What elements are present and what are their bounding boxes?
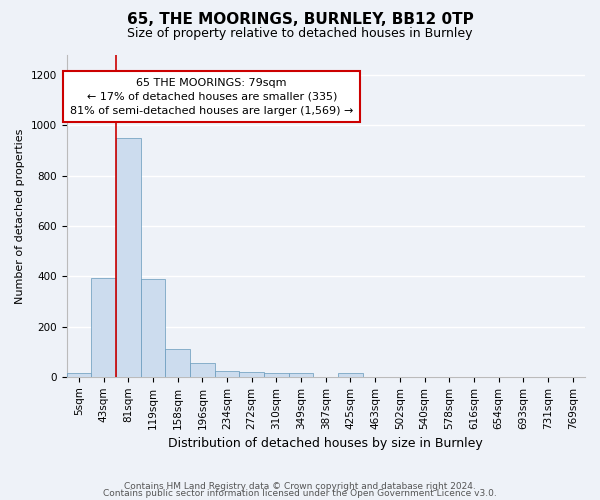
- Bar: [190, 363, 215, 377]
- Y-axis label: Number of detached properties: Number of detached properties: [15, 128, 25, 304]
- Text: 65 THE MOORINGS: 79sqm
← 17% of detached houses are smaller (335)
81% of semi-de: 65 THE MOORINGS: 79sqm ← 17% of detached…: [70, 78, 353, 116]
- Bar: [289, 373, 313, 377]
- Bar: [264, 373, 289, 377]
- Bar: [140, 279, 165, 377]
- Text: Contains public sector information licensed under the Open Government Licence v3: Contains public sector information licen…: [103, 490, 497, 498]
- Text: 65, THE MOORINGS, BURNLEY, BB12 0TP: 65, THE MOORINGS, BURNLEY, BB12 0TP: [127, 12, 473, 28]
- Bar: [67, 373, 91, 377]
- Bar: [91, 278, 116, 377]
- Bar: [239, 372, 264, 377]
- Text: Size of property relative to detached houses in Burnley: Size of property relative to detached ho…: [127, 28, 473, 40]
- Bar: [116, 138, 140, 377]
- Bar: [165, 349, 190, 377]
- Text: Contains HM Land Registry data © Crown copyright and database right 2024.: Contains HM Land Registry data © Crown c…: [124, 482, 476, 491]
- X-axis label: Distribution of detached houses by size in Burnley: Distribution of detached houses by size …: [169, 437, 483, 450]
- Bar: [215, 370, 239, 377]
- Bar: [338, 373, 363, 377]
